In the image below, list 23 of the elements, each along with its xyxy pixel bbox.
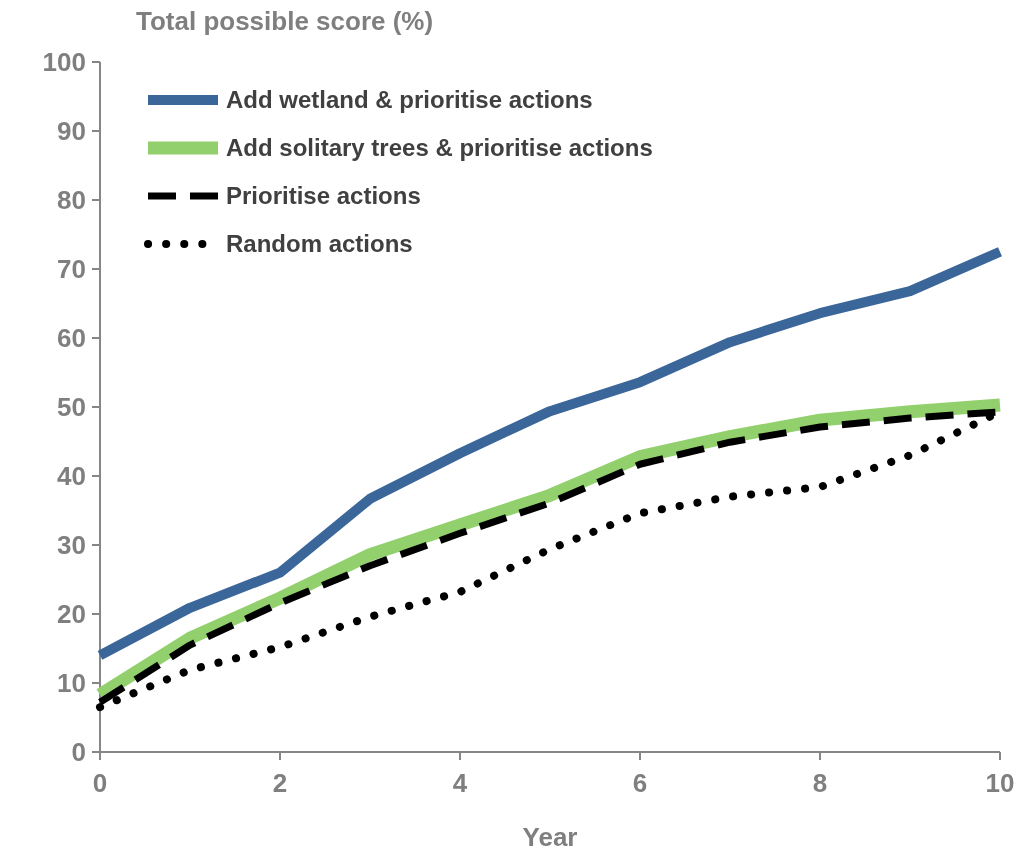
x-tick-label: 8 [812, 768, 828, 798]
x-tick-label: 6 [632, 768, 648, 798]
x-axis-title: Year [522, 822, 578, 852]
legend-label: Prioritise actions [226, 182, 421, 210]
x-tick-label: 10 [985, 768, 1015, 798]
y-tick-label: 40 [57, 461, 86, 492]
y-tick-label: 50 [57, 392, 86, 423]
x-tick-label: 2 [272, 768, 288, 798]
y-tick-label: 90 [57, 116, 86, 147]
y-tick-label: 30 [57, 530, 86, 561]
y-tick-label: 70 [57, 254, 86, 285]
legend-label: Add wetland & prioritise actions [226, 86, 593, 114]
y-tick-label: 20 [57, 599, 86, 630]
x-tick-label: 4 [452, 768, 468, 798]
y-tick-label: 80 [57, 185, 86, 216]
legend-label: Add solitary trees & prioritise actions [226, 134, 653, 162]
y-tick-label: 0 [71, 737, 86, 768]
y-tick-label: 100 [42, 47, 86, 78]
x-tick-label: 0 [92, 768, 108, 798]
y-axis-title: Total possible score (%) [136, 6, 434, 36]
legend-label: Random actions [226, 230, 413, 258]
y-tick-label: 10 [57, 668, 86, 699]
y-tick-label: 60 [57, 323, 86, 354]
